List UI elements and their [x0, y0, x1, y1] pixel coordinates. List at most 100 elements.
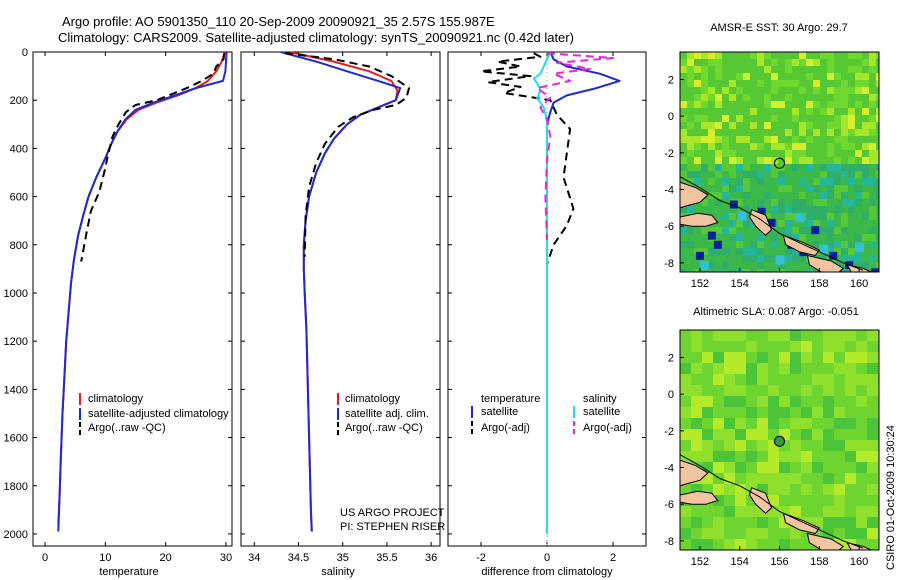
- map-cell: [799, 171, 806, 178]
- map-cell: [764, 206, 771, 213]
- map-cell: [764, 157, 771, 164]
- map-cell: [876, 171, 879, 178]
- map-cell: [743, 73, 750, 80]
- map-cell: [799, 227, 806, 234]
- map-cell: [694, 157, 701, 164]
- map-cell: [799, 66, 806, 73]
- map-cell: [862, 87, 869, 94]
- map-cell: [757, 185, 764, 192]
- map-cell: [792, 192, 799, 199]
- map-cell: [736, 157, 743, 164]
- map-cell: [764, 94, 771, 101]
- legend-label-argo: Argo(..raw -QC): [345, 422, 423, 434]
- map-cell: [680, 52, 687, 59]
- map-cell: [771, 248, 778, 255]
- map-cell: [701, 157, 708, 164]
- map-cell: [736, 87, 743, 94]
- map-cell: [806, 129, 813, 136]
- map-cell: [715, 101, 722, 108]
- map-cell: [729, 234, 736, 241]
- map-cell: [792, 164, 799, 171]
- map-cell: [713, 528, 724, 539]
- depth-tick-label: 400: [10, 143, 28, 155]
- map-cell: [848, 248, 855, 255]
- map-cell: [757, 385, 768, 396]
- map-cell: [862, 213, 869, 220]
- map-cell: [722, 59, 729, 66]
- salinity-xtick-label: 36: [425, 552, 437, 564]
- map-cell: [841, 192, 848, 199]
- map-cell: [834, 178, 841, 185]
- map-cell: [785, 66, 792, 73]
- map-cell: [687, 122, 694, 129]
- map-cell: [834, 157, 841, 164]
- map-cell: [715, 213, 722, 220]
- sst-map: AMSR-E SST: 30 Argo: 29.7 152 154 156 158 16…: [664, 22, 880, 290]
- map-cell: [768, 407, 779, 418]
- map-cell: [743, 157, 750, 164]
- map-cell: [827, 94, 834, 101]
- map-cell: [823, 528, 834, 539]
- land-polygon: [806, 532, 845, 550]
- map-cell: [801, 495, 812, 506]
- map-cell: [812, 495, 823, 506]
- salinity-xtick-label: 34.5: [288, 552, 309, 564]
- map-cell: [799, 52, 806, 59]
- map-cell: [743, 241, 750, 248]
- map-cell: [848, 185, 855, 192]
- map-cell: [779, 484, 790, 495]
- map-cell: [778, 199, 785, 206]
- map-cell: [687, 178, 694, 185]
- map-cell: [736, 143, 743, 150]
- map-cell: [867, 385, 878, 396]
- map-cell: [757, 157, 764, 164]
- map-cell: [708, 171, 715, 178]
- map-ytick-label: -8: [664, 536, 674, 548]
- map-cell: [799, 115, 806, 122]
- temperature-xtick-label: 0: [42, 552, 48, 564]
- map-cell: [779, 539, 790, 550]
- map-cell: [856, 495, 867, 506]
- difference-series-1: [480, 52, 575, 265]
- map-cell: [862, 80, 869, 87]
- map-cell: [764, 234, 771, 241]
- argo-position-marker: [774, 435, 785, 447]
- map-cell: [856, 484, 867, 495]
- map-cell: [806, 234, 813, 241]
- map-cell: [729, 157, 736, 164]
- map-cell: [680, 407, 691, 418]
- map-cell-masked: [767, 218, 776, 227]
- map-cell: [848, 94, 855, 101]
- map-cell: [687, 80, 694, 87]
- map-cell: [799, 136, 806, 143]
- map-cell: [715, 206, 722, 213]
- map-cell: [743, 80, 750, 87]
- map-cell: [869, 241, 876, 248]
- map-cell: [792, 269, 799, 272]
- map-cell: [750, 248, 757, 255]
- map-cell: [691, 352, 702, 363]
- map-cell: [691, 396, 702, 407]
- map-cell: [691, 484, 702, 495]
- map-cell: [845, 363, 856, 374]
- map-cell: [687, 157, 694, 164]
- map-cell: [867, 341, 878, 352]
- map-cell: [855, 150, 862, 157]
- map-cell: [722, 136, 729, 143]
- map-cell: [779, 440, 790, 451]
- map-cell: [701, 122, 708, 129]
- map-cell: [771, 262, 778, 269]
- map-cell: [771, 227, 778, 234]
- map-cell: [806, 150, 813, 157]
- map-cell: [779, 374, 790, 385]
- map-cell: [869, 59, 876, 66]
- map-cell: [848, 255, 855, 262]
- map-cell: [806, 227, 813, 234]
- map-cell: [771, 66, 778, 73]
- map-cell: [680, 115, 687, 122]
- map-cell: [722, 122, 729, 129]
- map-cell: [856, 506, 867, 517]
- map-cell: [779, 385, 790, 396]
- map-cell-cyan: [775, 255, 785, 265]
- map-ytick-label: 0: [668, 389, 674, 401]
